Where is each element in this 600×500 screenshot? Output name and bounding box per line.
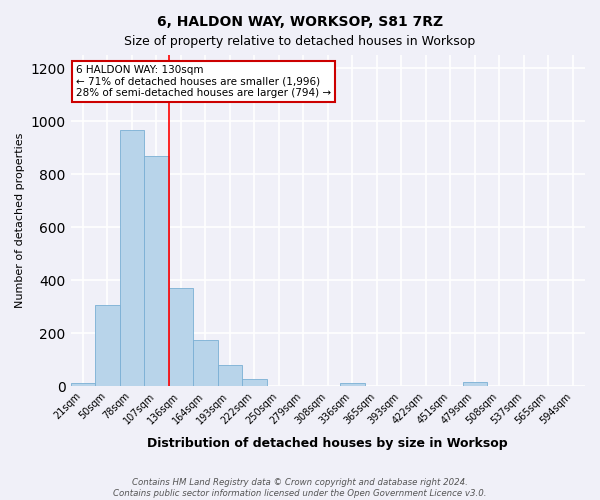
Bar xyxy=(169,288,193,386)
Bar xyxy=(95,306,119,386)
Text: Size of property relative to detached houses in Worksop: Size of property relative to detached ho… xyxy=(124,35,476,48)
Bar xyxy=(218,365,242,386)
Text: 6 HALDON WAY: 130sqm
← 71% of detached houses are smaller (1,996)
28% of semi-de: 6 HALDON WAY: 130sqm ← 71% of detached h… xyxy=(76,65,331,98)
Bar xyxy=(144,156,169,386)
Y-axis label: Number of detached properties: Number of detached properties xyxy=(15,133,25,308)
Bar xyxy=(193,340,218,386)
Bar xyxy=(242,380,266,386)
Text: 6, HALDON WAY, WORKSOP, S81 7RZ: 6, HALDON WAY, WORKSOP, S81 7RZ xyxy=(157,15,443,29)
X-axis label: Distribution of detached houses by size in Worksop: Distribution of detached houses by size … xyxy=(148,437,508,450)
Bar xyxy=(71,384,95,386)
Bar xyxy=(463,382,487,386)
Bar xyxy=(340,384,365,386)
Bar xyxy=(119,130,144,386)
Text: Contains HM Land Registry data © Crown copyright and database right 2024.
Contai: Contains HM Land Registry data © Crown c… xyxy=(113,478,487,498)
